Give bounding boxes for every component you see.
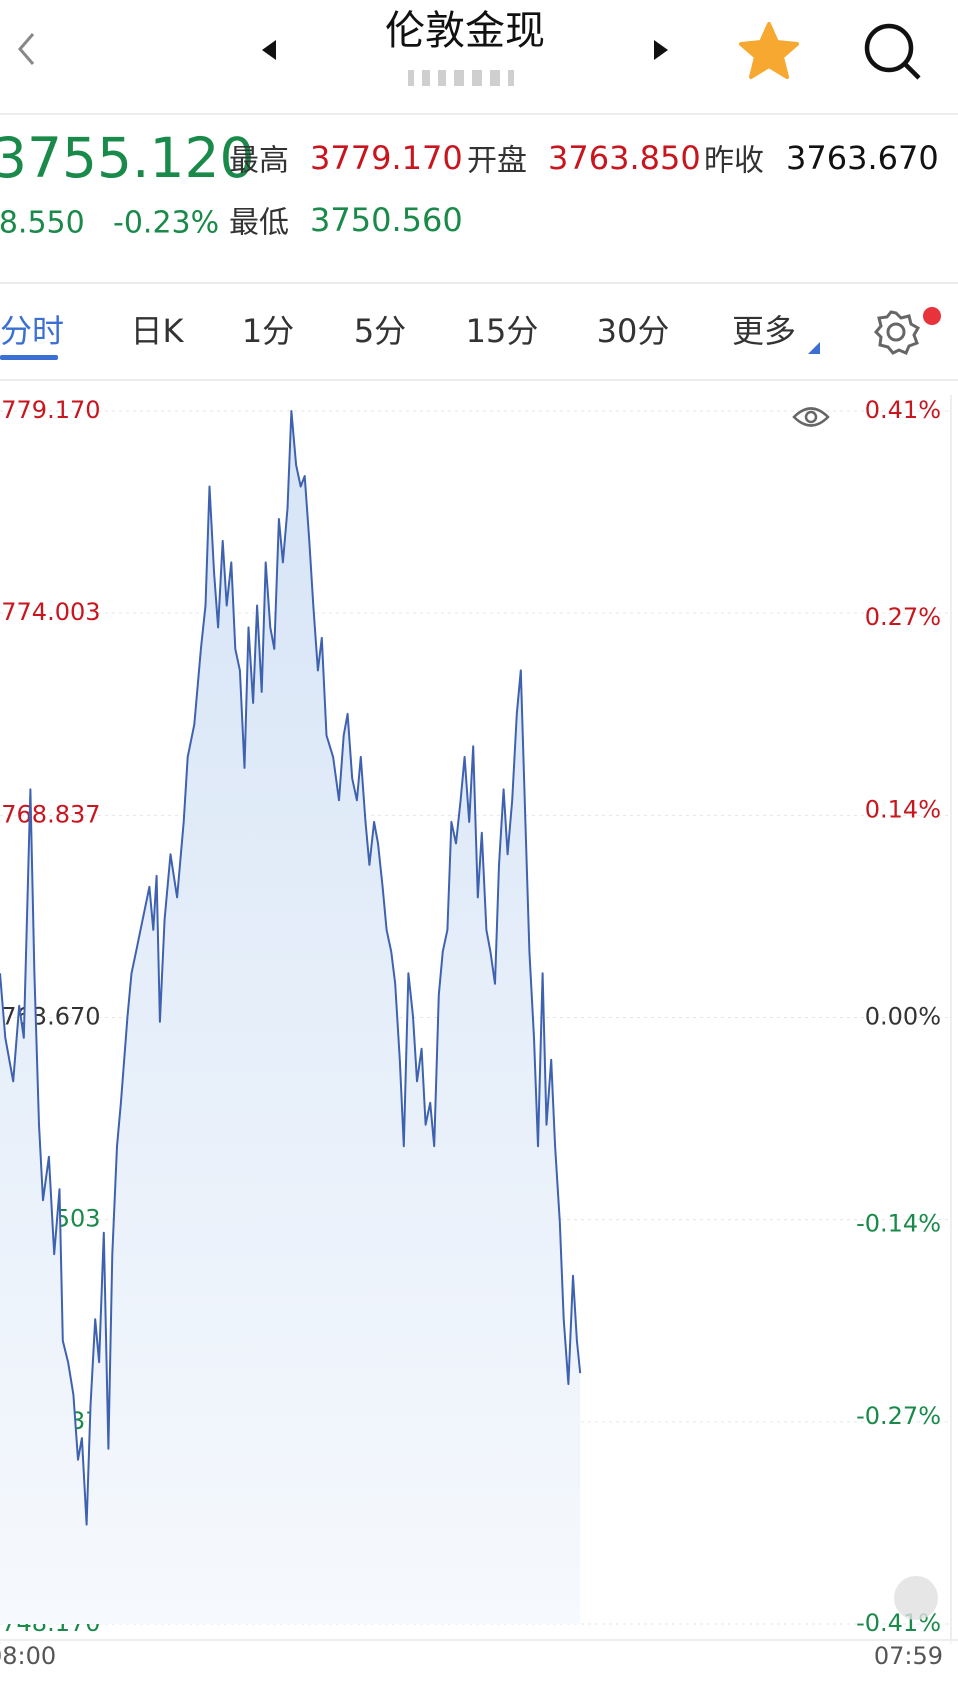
page-title: 伦敦金现	[385, 8, 545, 54]
y2-tick-label: -0.14%	[856, 1210, 941, 1238]
open-label: 开盘	[467, 144, 527, 179]
subtitle-blur	[408, 70, 514, 86]
tab[interactable]: 5分	[354, 312, 406, 350]
search-button[interactable]	[864, 23, 921, 80]
open-value: 3763.850	[548, 139, 701, 177]
area-fill	[0, 411, 581, 1624]
change: -8.550	[0, 206, 85, 241]
settings-button[interactable]	[873, 310, 921, 355]
y2-tick-label: 0.14%	[865, 795, 941, 823]
prev-button[interactable]	[262, 40, 276, 60]
tab[interactable]: 1分	[242, 312, 294, 350]
prev-close-label: 昨收	[704, 144, 764, 179]
tab-underline	[0, 355, 58, 360]
x-tick-label: 08:00	[0, 1642, 56, 1670]
y-tick-label: 3774.003	[0, 598, 101, 626]
last-price: 3755.120	[0, 126, 254, 190]
tab[interactable]: 日K	[131, 312, 185, 350]
tab[interactable]: 更多	[732, 312, 796, 350]
next-button[interactable]	[654, 40, 668, 60]
low-label: 最低	[229, 206, 289, 241]
float-button[interactable]	[894, 1576, 938, 1620]
y2-tick-label: -0.27%	[856, 1402, 941, 1430]
y-tick-label: 3763.670	[0, 1003, 101, 1031]
more-indicator	[808, 342, 820, 354]
y2-tick-label: 0.41%	[865, 396, 941, 424]
y2-tick-label: 0.00%	[865, 1003, 941, 1031]
eye-toggle[interactable]	[792, 407, 830, 427]
back-button[interactable]	[18, 33, 35, 65]
favorite-star[interactable]	[739, 22, 799, 79]
high-value: 3779.170	[310, 139, 463, 177]
price-line	[0, 410, 582, 1526]
high-label: 最高	[229, 144, 289, 179]
tab-bar: 分时 日K 1分 5分 15分 30分 更多	[0, 312, 796, 350]
x-tick-label: 07:59	[874, 1642, 943, 1670]
prev-close-value: 3763.670	[786, 139, 939, 177]
notification-dot	[923, 307, 941, 325]
change-pct: -0.23%	[113, 206, 219, 241]
tab[interactable]: 15分	[466, 312, 539, 350]
y2-tick-label: 0.27%	[865, 603, 941, 631]
intraday-chart: 3779.1703774.0033768.8373763.6703758.503…	[0, 395, 958, 1670]
low-value: 3750.560	[310, 201, 463, 239]
tab[interactable]: 30分	[597, 312, 670, 350]
y-tick-label: 3779.170	[0, 396, 101, 424]
tab[interactable]: 分时	[0, 312, 64, 350]
